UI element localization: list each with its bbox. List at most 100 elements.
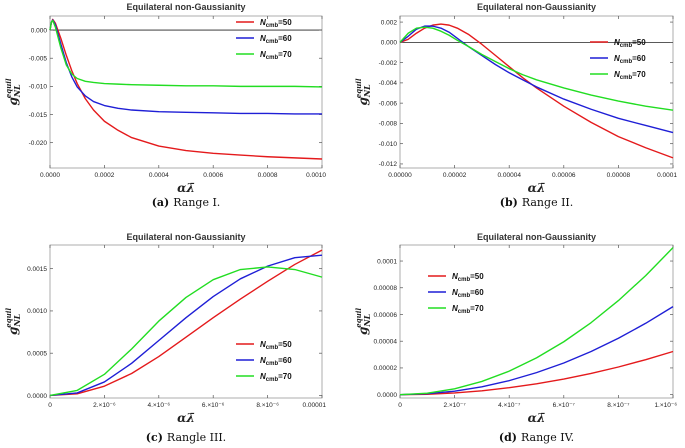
legend-subscript: cmb [458,309,471,315]
y-axis-label-sup: equil [354,78,363,98]
x-axis-label: αλ̄ [528,411,546,425]
legend-suffix: =50 [278,18,292,27]
legend-entry: Ncmb=70 [452,304,484,315]
y-tick-label: 0.00006 [374,312,398,319]
y-axis-label-sub: NL [362,313,372,327]
legend-subscript: cmb [620,75,633,81]
legend-entry: Ncmb=70 [614,70,646,81]
x-tick-label: 0.0008 [258,172,278,179]
series-line-2 [49,19,323,88]
chart-title: Equilateral non-Gaussianity [477,232,596,242]
y-tick-label: -0.012 [379,161,398,168]
y-axis-label-main: g [6,327,20,335]
legend-suffix: =50 [470,272,484,281]
y-tick-label: 0.002 [381,19,398,26]
chart-title: Equilateral non-Gaussianity [477,2,596,12]
legend-subscript: cmb [266,23,279,29]
y-tick-label: -0.010 [29,84,48,91]
series-line-1 [399,25,674,134]
x-tick-label: 1.×10⁻⁶ [654,402,677,409]
y-axis-label: gNLequil [354,78,372,105]
legend-name: N [260,372,266,381]
y-axis-label-main: g [356,97,370,105]
panel-caption: (b) Range II. [500,196,574,209]
legend-suffix: =50 [632,38,646,47]
legend-name: N [452,288,458,297]
legend-name: N [452,272,458,281]
panel-caption: (d) Range IV. [499,431,574,444]
x-axis-label: αλ̄ [528,181,546,195]
legend-suffix: =60 [278,34,292,43]
caption-label: (d) [499,431,517,444]
x-tick-label: 0 [398,402,402,409]
legend-name: N [614,54,620,63]
x-tick-label: 8.×10⁻⁷ [607,402,630,409]
y-tick-label: -0.004 [379,80,398,87]
legend-subscript: cmb [266,345,279,351]
y-tick-label: 0.0010 [27,308,47,315]
y-tick-label: 0.00002 [374,365,398,372]
legend-entry: Ncmb=60 [260,356,292,367]
y-axis-label: gNLequil [354,308,372,335]
y-axis-label-main: g [356,327,370,335]
legend-entry: Ncmb=70 [260,372,292,383]
y-tick-label: 0.00004 [374,339,398,346]
y-axis-label-sup: equil [4,308,13,328]
y-tick-label: -0.008 [379,121,398,128]
y-tick-label: 0.0001 [377,258,397,265]
x-tick-label: 0.0010 [306,172,326,179]
caption-text: Range I. [173,196,220,209]
x-tick-label: 0 [48,402,52,409]
x-tick-label: 8.×10⁻⁶ [256,402,279,409]
y-tick-label: 0.0005 [27,350,47,357]
x-tick-label: 0.0001 [657,172,677,179]
series-line-0 [399,23,674,159]
caption-text: Rangle III. [167,431,226,444]
x-tick-label: 6.×10⁻⁷ [553,402,576,409]
x-tick-label: 0.00008 [607,172,631,179]
chart-panel-d: Equilateral non-Gaussianity 0 2.×10⁻⁷ 4.×10… [354,232,677,444]
x-tick-label: 0.0004 [149,172,169,179]
legend-subscript: cmb [266,361,279,367]
y-tick-label: 0.0000 [377,392,397,399]
y-tick-label: -0.002 [379,60,398,67]
legend-entry: Ncmb=50 [614,38,646,49]
chart-title: Equilateral non-Gaussianity [126,232,245,242]
y-tick-label: 0.0000 [27,393,47,400]
series-line-1 [49,254,323,397]
chart-panel-a: Equilateral non-Gaussianity 0.0000 0.0002 0… [4,2,326,209]
caption-label: (b) [500,196,518,209]
legend-entry: Ncmb=60 [260,34,292,45]
legend-name: N [614,38,620,47]
legend-suffix: =60 [278,356,292,365]
legend-suffix: =70 [632,70,646,79]
x-tick-label: 0.0006 [203,172,223,179]
caption-label: (a) [152,196,170,209]
plot-frame [399,15,674,169]
legend-suffix: =70 [470,304,484,313]
y-tick-label: -0.015 [29,112,48,119]
legend-suffix: =50 [278,340,292,349]
x-tick-label: 0.00004 [497,172,521,179]
y-tick-label: -0.010 [379,141,398,148]
legend-subscript: cmb [266,39,279,45]
x-tick-label: 4.×10⁻⁷ [498,402,521,409]
series-line-2 [49,266,323,397]
legend-name: N [260,356,266,365]
legend-suffix: =70 [278,50,292,59]
y-tick-label: -0.020 [29,140,48,147]
y-axis-label-sub: NL [12,313,22,327]
legend-entry: Ncmb=60 [614,54,646,65]
legend-name: N [260,18,266,27]
y-axis-label-sub: NL [362,84,372,98]
x-tick-label: 0.00006 [552,172,576,179]
caption-label: (c) [146,431,163,444]
legend-suffix: =60 [470,288,484,297]
x-tick-label: 0.00002 [443,172,467,179]
series-line-0 [49,249,323,397]
legend-entry: Ncmb=60 [452,288,484,299]
legend-subscript: cmb [266,55,279,61]
plot-frame [399,244,674,399]
x-axis-label: αλ̄ [177,181,195,195]
